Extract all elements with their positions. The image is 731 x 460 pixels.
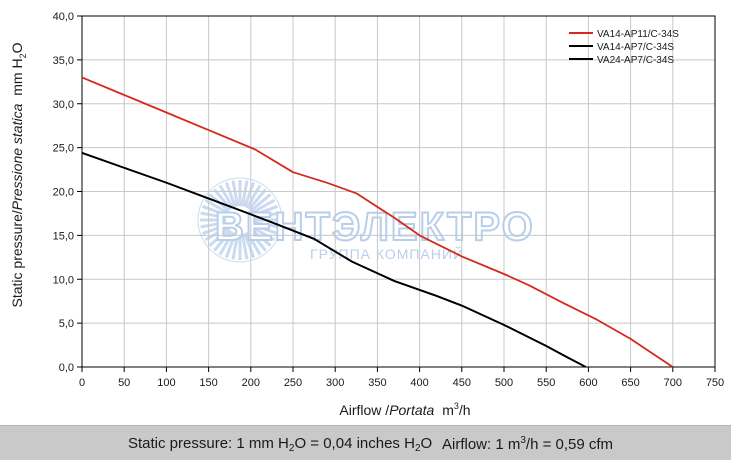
series-line-3 <box>81 152 587 368</box>
x-tick-label: 250 <box>284 377 302 389</box>
watermark-ray <box>251 225 276 242</box>
watermark-ray <box>213 229 233 252</box>
y-axis-label-italic: Pressione statica <box>9 103 25 210</box>
pressure-conversion-mid: O = 0,04 inches H <box>294 435 415 452</box>
watermark-ray <box>224 232 237 259</box>
performance-chart: ВЕНТЭЛЕКТРО ГРУППА КОМПАНИЙ 0 50 100 150 200… <box>9 11 724 418</box>
pressure-conversion: Static pressure: 1 mm H2O = 0,04 inches … <box>128 435 432 454</box>
legend-label-3: VA24-AP7/C-34S <box>597 55 674 66</box>
watermark-ray <box>231 233 240 260</box>
pressure-conversion-tail: O <box>420 435 433 452</box>
y-tick-label: 30,0 <box>53 99 74 111</box>
y-axis-label: Static pressure/Pressione statica mm H2O <box>9 42 28 307</box>
conversion-footer: Static pressure: 1 mm H2O = 0,04 inches … <box>0 425 731 460</box>
watermark-ray <box>245 231 262 256</box>
y-axis-unit-sub: 2 <box>18 53 28 58</box>
y-axis-label-main: Static pressure <box>9 214 25 308</box>
watermark-ray <box>247 188 267 211</box>
watermark-ray <box>204 225 229 242</box>
grid <box>82 16 715 367</box>
x-tick-label: 700 <box>664 377 682 389</box>
x-axis-label-main: Airflow <box>339 402 382 418</box>
x-tick-label: 50 <box>118 377 130 389</box>
pressure-sub2: 2 <box>414 443 421 454</box>
y-axis-unit-tail: O <box>9 42 25 53</box>
x-axis-label-italic: Portata <box>389 402 434 418</box>
watermark-ray <box>200 220 227 229</box>
y-axis-label-separator: / <box>9 210 25 214</box>
x-axis-ticks: 0 50 100 150 200 250 300 350 400 450 500 550 600 650 7… <box>79 367 724 389</box>
x-tick-label: 300 <box>326 377 344 389</box>
x-axis-label-separator: / <box>385 402 389 418</box>
watermark-ray <box>200 211 227 220</box>
y-axis-ticks: 0,0 5,0 10,0 15,0 20,0 25,0 30,0 35,0 40,0 <box>53 11 82 374</box>
legend-label-1: VA14-AP11/C-34S <box>597 29 679 40</box>
watermark-ray <box>204 198 229 215</box>
y-tick-label: 35,0 <box>53 55 74 67</box>
watermark-ray <box>201 223 228 236</box>
watermark-ray <box>240 180 249 207</box>
watermark-ray <box>247 229 267 252</box>
watermark-logo: ВЕНТЭЛЕКТРО ГРУППА КОМПАНИЙ <box>197 177 535 263</box>
watermark-ray <box>243 181 256 208</box>
x-axis-label: Airflow /Portata m3/h <box>339 401 470 418</box>
y-tick-label: 15,0 <box>53 230 74 242</box>
watermark-ray <box>218 231 235 256</box>
pressure-sub: 2 <box>288 443 295 454</box>
y-tick-label: 10,0 <box>53 274 74 286</box>
y-tick-label: 25,0 <box>53 143 74 155</box>
watermark-ray <box>231 180 240 207</box>
airflow-conversion-label: Airflow: 1 m <box>442 436 521 453</box>
y-tick-label: 0,0 <box>59 362 74 374</box>
watermark-ray <box>201 204 228 217</box>
watermark-ray <box>249 193 272 213</box>
x-tick-label: 100 <box>157 377 175 389</box>
x-axis-unit-tail: /h <box>459 402 471 418</box>
x-tick-label: 500 <box>495 377 513 389</box>
watermark-ray <box>218 184 235 209</box>
watermark-ray <box>243 232 256 259</box>
watermark-fan-icon <box>197 177 283 263</box>
watermark-ray <box>252 204 279 217</box>
x-tick-label: 150 <box>199 377 217 389</box>
x-tick-label: 350 <box>368 377 386 389</box>
y-tick-label: 5,0 <box>59 318 74 330</box>
watermark-brand: ВЕНТЭЛЕКТРО <box>215 205 535 249</box>
x-tick-label: 750 <box>706 377 724 389</box>
x-tick-label: 550 <box>537 377 555 389</box>
x-tick-label: 0 <box>79 377 85 389</box>
watermark-ray <box>240 233 249 260</box>
watermark-ray <box>245 184 262 209</box>
watermark-ray <box>251 198 276 215</box>
watermark-ray <box>224 181 237 208</box>
airflow-conversion: Airflow: 1 m3/h = 0,59 cfm <box>442 435 613 453</box>
watermark-ray <box>253 220 280 229</box>
watermark-ray <box>252 223 279 236</box>
x-tick-label: 200 <box>242 377 260 389</box>
y-tick-label: 20,0 <box>53 187 74 199</box>
y-axis-unit: mm H <box>9 58 25 95</box>
watermark-ray <box>208 227 231 247</box>
series-lines <box>81 76 674 368</box>
watermark-tagline: ГРУППА КОМПАНИЙ <box>310 245 464 262</box>
x-axis-unit-sup: 3 <box>454 401 459 411</box>
y-tick-label: 40,0 <box>53 11 74 23</box>
legend: VA14-AP11/C-34S VA14-AP7/C-34S VA24-AP7/C-… <box>569 29 679 66</box>
x-tick-label: 450 <box>453 377 471 389</box>
legend-label-2: VA14-AP7/C-34S <box>597 42 674 53</box>
x-tick-label: 600 <box>579 377 597 389</box>
series-line-1 <box>81 76 674 368</box>
watermark-ray <box>249 227 272 247</box>
x-axis-unit: m <box>442 402 454 418</box>
airflow-sup: 3 <box>520 435 526 446</box>
pressure-conversion-label: Static pressure: 1 mm H <box>128 435 289 452</box>
x-tick-label: 400 <box>410 377 428 389</box>
airflow-conversion-tail: /h = 0,59 cfm <box>525 436 614 453</box>
x-tick-label: 650 <box>621 377 639 389</box>
